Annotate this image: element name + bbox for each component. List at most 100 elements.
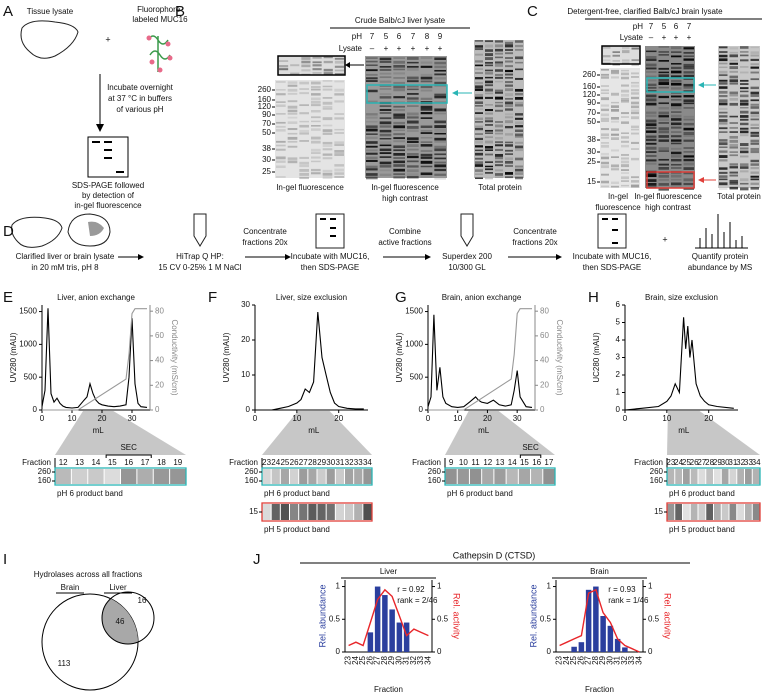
gel-lane <box>683 469 690 484</box>
gel-band <box>631 96 639 100</box>
gel-band <box>299 164 309 168</box>
gel-band <box>621 76 629 80</box>
mw-label: 160 <box>428 476 442 485</box>
gel-band <box>646 111 657 114</box>
gel-lane <box>506 469 518 484</box>
gel-band <box>515 101 523 105</box>
y-tick-label: 1 <box>336 582 341 591</box>
gel-band <box>366 113 378 116</box>
gel-band <box>505 41 513 45</box>
gel-band <box>299 176 309 180</box>
mw-label: 120 <box>258 102 272 111</box>
gel-band <box>601 104 609 107</box>
gel-band <box>505 141 513 144</box>
gel-band <box>515 113 523 116</box>
gel-band <box>379 161 392 165</box>
fraction-number: 16 <box>124 458 133 467</box>
gel-band <box>671 114 682 118</box>
y2-tick-label: 0 <box>648 647 653 656</box>
panel-letter: F <box>208 289 217 306</box>
gel-band <box>379 72 392 75</box>
gel-band <box>658 135 669 138</box>
gel-band <box>658 158 669 161</box>
gel-band <box>612 51 620 53</box>
x-tick-label: 33 <box>416 655 425 664</box>
gel-band <box>495 136 503 140</box>
caption: by detection of <box>82 191 135 200</box>
gel-band <box>621 184 629 187</box>
step-text: Quantify protein <box>692 252 748 261</box>
gel-band <box>729 122 738 124</box>
gel-band <box>434 108 446 112</box>
mw-label: 160 <box>245 476 259 485</box>
gel-band <box>631 132 639 135</box>
gel-band <box>393 125 405 129</box>
gel-lane <box>317 469 326 484</box>
gel-band <box>485 76 493 79</box>
gel-band <box>379 112 392 114</box>
gel-band <box>485 149 493 151</box>
gel-band <box>366 77 378 80</box>
fraction-number: 28 <box>308 458 317 467</box>
gel-band <box>750 63 759 66</box>
gel-band <box>379 105 392 107</box>
gel-band <box>515 97 523 100</box>
gel-band <box>287 145 298 148</box>
y-tick-label: 0.5 <box>329 614 341 623</box>
gel-band <box>299 132 309 135</box>
lysate-label: – <box>370 44 375 53</box>
gel-band <box>671 82 682 86</box>
gel-lane <box>469 469 482 484</box>
gel-band <box>379 61 392 63</box>
gel-band <box>366 64 378 66</box>
gel-band <box>366 69 378 72</box>
fraction-number: 26 <box>290 458 299 467</box>
gel-lane <box>675 469 682 484</box>
gel-band <box>495 169 503 172</box>
gel-band <box>393 77 405 79</box>
gel-band <box>366 60 378 63</box>
bar <box>578 642 585 652</box>
gel-band <box>740 106 749 109</box>
gel-band <box>287 81 298 84</box>
lysate-label: + <box>384 44 389 53</box>
lysate-label: + <box>674 33 679 42</box>
gel-band <box>729 186 738 190</box>
gel-band <box>719 187 728 190</box>
gel-band <box>750 91 759 95</box>
gel-band <box>750 111 759 115</box>
gel-band <box>611 117 619 120</box>
gel-band <box>475 96 483 100</box>
gel-lane <box>262 504 271 520</box>
gel-lane <box>737 504 744 520</box>
gel-band <box>323 56 333 59</box>
gel-band <box>407 97 419 100</box>
gel-band <box>393 129 405 132</box>
gel-band <box>621 72 629 76</box>
gel-band <box>407 148 419 151</box>
gel-band <box>485 88 493 92</box>
gel-band <box>366 120 378 123</box>
gel-band <box>621 112 629 115</box>
caption: Incubate overnight <box>107 83 174 92</box>
gel-band <box>475 77 483 80</box>
y-tick-label: 3 <box>616 353 621 362</box>
gel-band <box>366 100 378 104</box>
gel-band <box>611 133 619 136</box>
gel-band <box>334 57 344 60</box>
gel-band <box>740 115 749 118</box>
gel-band <box>750 187 759 190</box>
gel-band <box>287 157 298 160</box>
gel-band <box>323 72 333 76</box>
gel-band <box>719 95 728 98</box>
gel-band <box>379 125 392 128</box>
gel-band <box>434 168 446 172</box>
gel-band <box>379 117 392 120</box>
x-tick-label: 29 <box>387 655 396 664</box>
ph-label: 7 <box>411 32 416 41</box>
gel-band <box>323 68 333 72</box>
strip-frame <box>261 467 373 486</box>
gel-lane <box>363 504 372 520</box>
gel-band <box>485 49 493 52</box>
gel-band <box>495 48 503 52</box>
